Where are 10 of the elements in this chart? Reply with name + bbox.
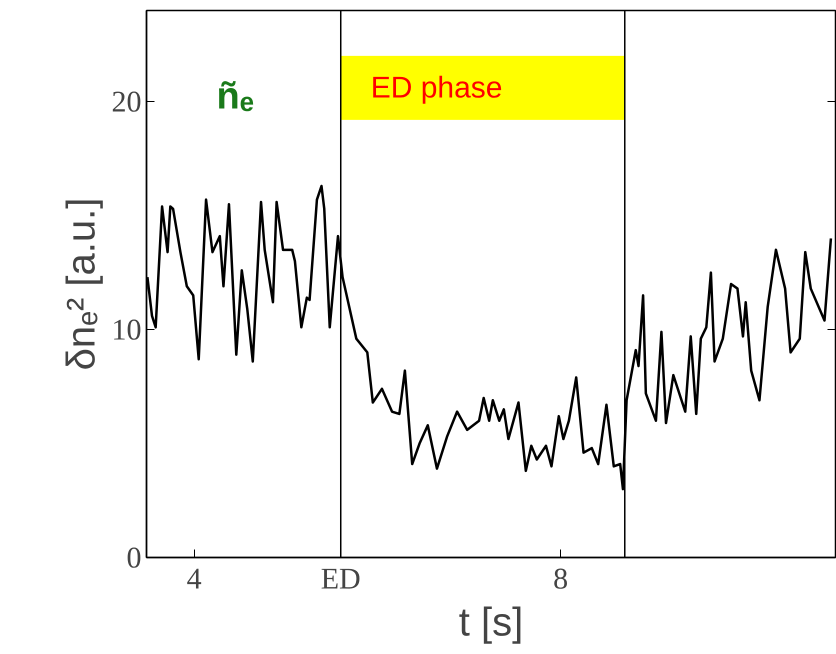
x-tick-label: ED bbox=[320, 562, 361, 596]
x-tick-label: 4 bbox=[186, 562, 202, 596]
band-label: ED phase bbox=[370, 72, 502, 105]
x-tick-label: 8 bbox=[553, 562, 568, 596]
x-axis-title: t [s] bbox=[458, 600, 524, 644]
annotation: ñₑ bbox=[216, 76, 254, 118]
y-tick-label: 20 bbox=[112, 86, 142, 119]
y-axis-title: δnₑ² [a.u.] bbox=[60, 198, 104, 370]
y-tick-label: 10 bbox=[112, 314, 142, 347]
y-tick-label: 0 bbox=[126, 542, 142, 574]
